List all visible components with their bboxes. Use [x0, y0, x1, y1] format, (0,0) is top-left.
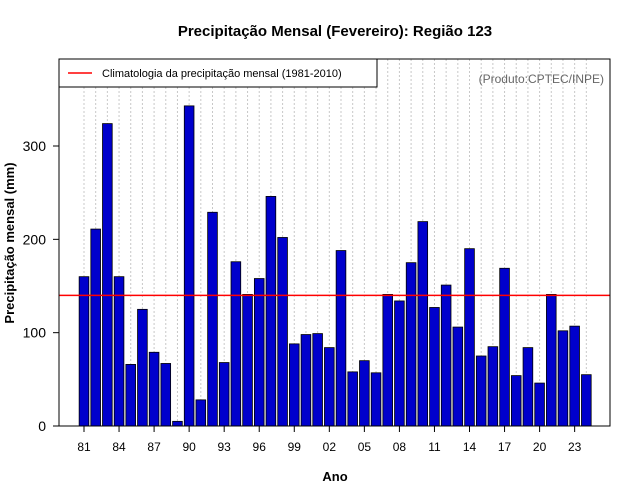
bar-93: [218, 362, 230, 427]
credit-text: (Produto:CPTEC/INPE): [479, 72, 604, 86]
bar-09: [405, 262, 417, 427]
bar-23: [569, 325, 580, 427]
bar-98: [277, 237, 288, 427]
y-axis: 0 100 200 300: [23, 138, 59, 434]
bar-21: [546, 293, 557, 427]
x-tick-label: 87: [147, 440, 161, 454]
x-tick-label: 02: [323, 440, 337, 454]
bar-94: [230, 261, 242, 427]
x-tick-label: 11: [428, 440, 441, 454]
bar-11: [429, 307, 440, 427]
bar-06: [370, 372, 382, 427]
bar-84: [113, 276, 125, 427]
y-tick-label: 200: [23, 231, 47, 247]
bar-16: [487, 346, 499, 427]
x-axis-label: Ano: [322, 469, 347, 484]
chart-title: Precipitação Mensal (Fevereiro): Região …: [178, 23, 492, 40]
x-tick-label: 05: [358, 440, 372, 454]
bar-82: [90, 228, 101, 427]
bar-15: [475, 355, 487, 427]
x-axis: 81 84 87 90 93 96 99 02 05 08 11 14 17 20 23: [77, 426, 582, 454]
legend-label: Climatologia da precipitação mensal (198…: [102, 68, 342, 80]
bar-81: [78, 276, 90, 427]
x-tick-label: 23: [568, 440, 582, 454]
grid-lines: [83, 59, 587, 426]
bar-92: [207, 211, 218, 427]
bar-14: [464, 248, 475, 427]
bar-96: [253, 278, 265, 427]
bar-19: [522, 347, 534, 427]
bar-08: [394, 300, 405, 427]
x-tick-label: 90: [182, 440, 196, 454]
bar-91: [195, 399, 207, 427]
x-tick-label: 14: [463, 440, 477, 454]
bar-20: [534, 382, 545, 427]
bar-18: [510, 375, 522, 427]
legend: Climatologia da precipitação mensal (198…: [58, 58, 378, 88]
bar-00: [300, 334, 312, 427]
bar-13: [452, 326, 464, 427]
x-tick-label: 08: [393, 440, 407, 454]
x-tick-label: 93: [218, 440, 232, 454]
x-tick-label: 20: [533, 440, 547, 454]
bar-95: [242, 293, 253, 427]
bar-02: [324, 347, 335, 427]
bar-07: [382, 293, 393, 427]
bar-88: [160, 363, 172, 427]
bar-03: [335, 250, 347, 427]
legend-box: [58, 58, 378, 88]
y-tick-label: 300: [23, 138, 47, 154]
bar-89: [172, 420, 183, 427]
bar-12: [440, 284, 452, 427]
x-tick-label: 81: [77, 440, 91, 454]
x-tick-label: 96: [253, 440, 267, 454]
bar-10: [417, 221, 429, 427]
bar-86: [137, 308, 148, 427]
bar-83: [102, 123, 113, 427]
y-axis-label: Precipitação mensal (mm): [2, 162, 17, 323]
bar-90: [183, 105, 195, 427]
x-tick-label: 99: [288, 440, 302, 454]
bar-04: [347, 371, 358, 427]
bar-22: [557, 330, 569, 427]
bar-97: [265, 196, 277, 427]
y-tick-label: 0: [38, 418, 46, 434]
bar-99: [289, 343, 300, 427]
bar-87: [148, 351, 160, 427]
bar-05: [359, 360, 370, 427]
bar-85: [125, 363, 136, 427]
bar-17: [499, 267, 510, 427]
bar-01: [312, 333, 323, 427]
bars: [78, 105, 592, 427]
x-tick-label: 17: [498, 440, 512, 454]
y-tick-label: 100: [23, 325, 47, 341]
bar-24: [581, 374, 592, 427]
x-tick-label: 84: [112, 440, 126, 454]
